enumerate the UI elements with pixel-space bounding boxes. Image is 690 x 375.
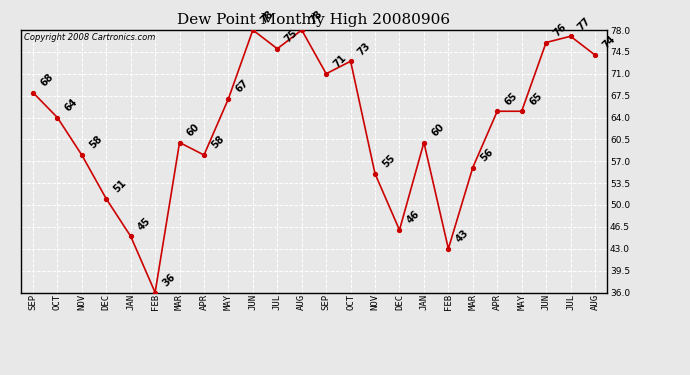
Text: 68: 68 <box>39 72 55 88</box>
Text: 65: 65 <box>527 90 544 107</box>
Text: 75: 75 <box>283 28 299 45</box>
Text: 78: 78 <box>307 9 324 26</box>
Text: 55: 55 <box>381 153 397 170</box>
Text: 36: 36 <box>161 272 177 288</box>
Text: 56: 56 <box>478 147 495 164</box>
Text: 67: 67 <box>234 78 250 94</box>
Text: 74: 74 <box>600 34 617 51</box>
Text: 65: 65 <box>503 90 520 107</box>
Text: 45: 45 <box>136 216 153 232</box>
Text: 71: 71 <box>332 53 348 70</box>
Text: 51: 51 <box>112 178 128 195</box>
Text: 78: 78 <box>259 9 275 26</box>
Text: 76: 76 <box>552 22 569 38</box>
Title: Dew Point Monthly High 20080906: Dew Point Monthly High 20080906 <box>177 13 451 27</box>
Text: 77: 77 <box>576 15 593 32</box>
Text: 58: 58 <box>210 134 226 151</box>
Text: 43: 43 <box>454 228 471 244</box>
Text: Copyright 2008 Cartronics.com: Copyright 2008 Cartronics.com <box>23 33 155 42</box>
Text: 64: 64 <box>63 97 79 113</box>
Text: 60: 60 <box>429 122 446 138</box>
Text: 58: 58 <box>88 134 104 151</box>
Text: 73: 73 <box>356 40 373 57</box>
Text: 60: 60 <box>185 122 201 138</box>
Text: 46: 46 <box>405 209 422 226</box>
